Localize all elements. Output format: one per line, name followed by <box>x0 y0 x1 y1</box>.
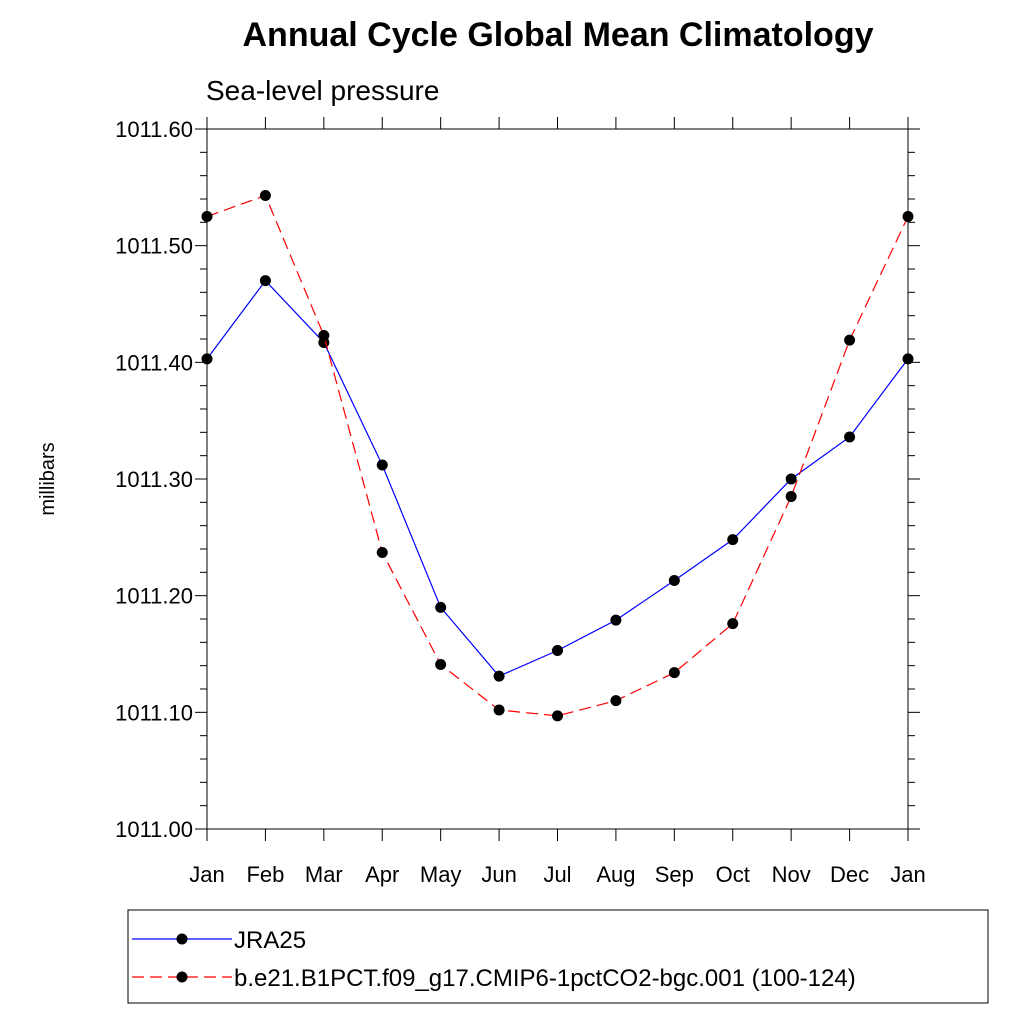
legend: JRA25 b.e21.B1PCT.f09_g17.CMIP6-1pctCO2-b… <box>127 909 989 1004</box>
x-tick-label: Jun <box>481 862 516 887</box>
y-tick-label: 1011.30 <box>115 467 193 492</box>
series-0-point <box>844 431 856 443</box>
major-ticks <box>195 117 920 841</box>
series-1-point <box>668 667 680 679</box>
x-tick-label: Oct <box>716 862 750 887</box>
series-0-point <box>493 670 505 682</box>
plot-frame <box>206 128 909 830</box>
series-0-point <box>610 614 622 626</box>
x-tick-label: Jan <box>890 862 925 887</box>
x-tick-label: Jul <box>543 862 571 887</box>
series-1-point <box>785 491 797 502</box>
x-tick-label: Feb <box>246 862 284 887</box>
series-0-point <box>727 534 739 546</box>
y-tick-labels: 1011.00 1011.10 1011.20 1011.30 1011.40 1011.… <box>115 117 193 842</box>
series-1-point <box>435 659 447 670</box>
series-1-point <box>376 547 388 558</box>
series-1-point <box>493 704 505 716</box>
x-tick-label: Mar <box>305 862 343 887</box>
y-tick-label: 1011.50 <box>115 234 193 259</box>
legend-marker-1 <box>176 971 188 983</box>
x-tick-labels: Jan Feb Mar Apr May Jun Jul Aug Sep Oct Nov Dec Jan <box>189 862 925 887</box>
chart-subtitle: Sea-level pressure <box>206 75 439 106</box>
x-tick-label: Nov <box>772 862 811 887</box>
legend-box <box>127 909 989 1004</box>
y-tick-label: 1011.10 <box>115 700 193 725</box>
y-tick-label: 1011.40 <box>115 350 193 375</box>
legend-label-1: b.e21.B1PCT.f09_g17.CMIP6-1pctCO2-bgc.00… <box>234 965 856 992</box>
series-1-point <box>259 190 271 201</box>
x-tick-label: May <box>420 862 462 887</box>
series-0-point <box>376 459 388 471</box>
series-1-point <box>610 695 622 707</box>
series-group <box>201 190 914 722</box>
series-0-point <box>552 645 563 656</box>
series-line-0 <box>206 279 909 677</box>
series-0-point <box>668 575 680 586</box>
series-1-point <box>844 334 856 346</box>
chart-title: Annual Cycle Global Mean Climatology <box>243 16 874 54</box>
legend-marker-0 <box>176 933 188 945</box>
y-tick-label: 1011.00 <box>115 817 193 842</box>
y-tick-label: 1011.20 <box>115 584 193 609</box>
x-tick-label: Apr <box>365 862 399 887</box>
x-tick-label: Aug <box>596 862 635 887</box>
x-tick-label: Jan <box>189 862 224 887</box>
series-0-point <box>259 275 271 287</box>
series-0-point <box>785 473 797 485</box>
x-tick-label: Sep <box>655 862 694 887</box>
legend-label-0: JRA25 <box>234 927 306 954</box>
x-tick-label: Dec <box>830 862 869 887</box>
y-axis-label: millibars <box>37 442 59 515</box>
minor-ticks <box>200 151 915 807</box>
series-1-point <box>727 618 739 630</box>
series-1-point <box>318 330 330 341</box>
series-line-1 <box>206 194 909 717</box>
series-1-point <box>552 710 563 722</box>
series-0-point <box>435 601 447 613</box>
y-tick-label: 1011.60 <box>115 117 193 142</box>
